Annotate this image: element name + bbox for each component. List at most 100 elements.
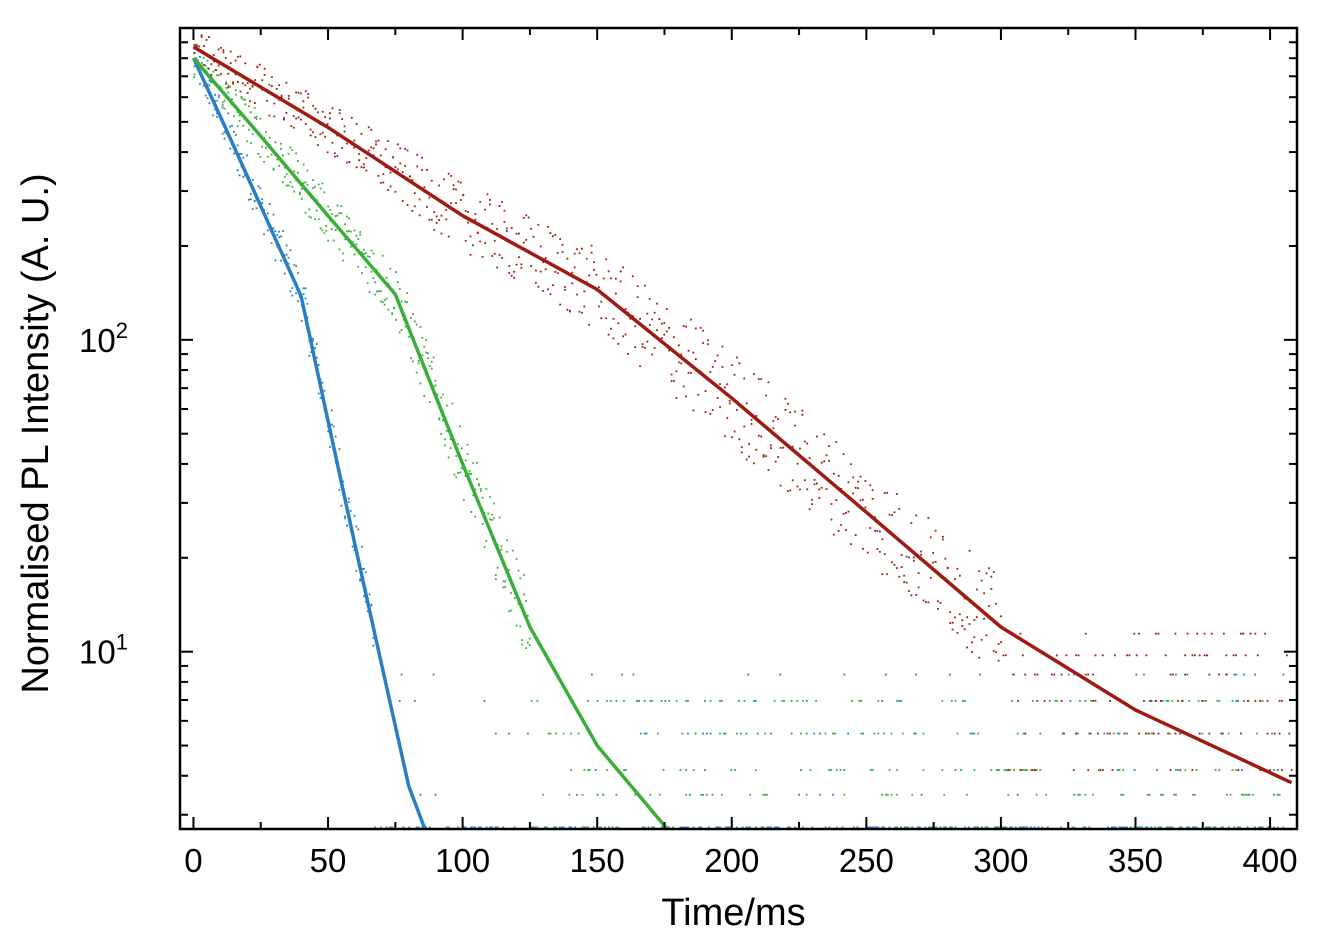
scatter-point [1024, 826, 1027, 829]
scatter-point [1118, 769, 1121, 771]
scatter-point [828, 445, 830, 447]
scatter-point [479, 826, 482, 829]
scatter-point [1165, 699, 1168, 702]
scatter-point [587, 826, 590, 829]
scatter-point [664, 699, 667, 702]
scatter-point [973, 636, 976, 639]
scatter-point [349, 245, 352, 248]
scatter-point [1225, 654, 1228, 657]
scatter-point [571, 282, 574, 285]
scatter-point [278, 164, 281, 167]
scatter-point [755, 414, 758, 417]
scatter-point [455, 455, 458, 458]
scatter-point [670, 373, 673, 376]
scatter-point [585, 826, 588, 829]
scatter-point [842, 512, 845, 515]
scatter-point [212, 54, 215, 56]
scatter-point [893, 564, 896, 566]
scatter-point [949, 611, 952, 614]
scatter-point [433, 228, 436, 231]
scatter-point [798, 793, 801, 796]
scatter-point [312, 187, 314, 189]
scatter-point [1062, 732, 1064, 735]
scatter-point [493, 517, 495, 520]
scatter-point [769, 447, 772, 450]
scatter-point [530, 227, 532, 230]
scatter-point [469, 253, 472, 256]
scatter-point [813, 732, 816, 735]
scatter-point [805, 699, 808, 702]
scatter-point [355, 166, 358, 169]
scatter-point [496, 266, 499, 269]
scatter-point [681, 732, 684, 735]
scatter-point [287, 97, 290, 100]
scatter-point [636, 699, 639, 702]
scatter-point [547, 226, 549, 228]
scatter-point [745, 458, 748, 461]
scatter-point [723, 435, 726, 438]
scatter-point [334, 435, 337, 438]
scatter-point [688, 793, 691, 796]
scatter-point [331, 141, 334, 144]
scatter-point [971, 732, 974, 735]
scatter-point [781, 699, 784, 702]
scatter-point [997, 826, 1000, 829]
scatter-point [1118, 826, 1121, 829]
scatter-point [973, 732, 976, 735]
scatter-point [757, 378, 760, 380]
scatter-point [561, 243, 564, 246]
scatter-point [867, 826, 870, 829]
scatter-point [662, 769, 665, 771]
scatter-point [1235, 699, 1238, 702]
scatter-point [1281, 769, 1283, 771]
scatter-point [489, 826, 492, 829]
scatter-point [748, 443, 750, 446]
scatter-point [920, 793, 923, 796]
scatter-point [445, 404, 448, 407]
scatter-point [900, 553, 903, 556]
scatter-point [242, 98, 245, 101]
scatter-point [1174, 632, 1177, 635]
scatter-point [472, 494, 475, 497]
scatter-point [379, 826, 382, 829]
scatter-point [1122, 769, 1125, 771]
scatter-point [544, 257, 547, 259]
scatter-point [343, 125, 346, 128]
scatter-point [1233, 826, 1236, 829]
scatter-point [1259, 826, 1262, 829]
scatter-point [530, 699, 533, 702]
scatter-point [590, 244, 593, 247]
scatter-point [639, 732, 642, 735]
scatter-point [1180, 826, 1183, 829]
scatter-point [515, 558, 518, 560]
scatter-point [765, 455, 767, 457]
scatter-point [493, 252, 496, 255]
scatter-point [222, 49, 225, 52]
scatter-point [1256, 654, 1259, 657]
scatter-point [1241, 769, 1243, 771]
scatter-point [849, 543, 852, 546]
scatter-point [790, 699, 793, 702]
scatter-point [1009, 769, 1012, 771]
scatter-point [297, 300, 299, 303]
scatter-point [1254, 826, 1257, 829]
scatter-point [382, 173, 385, 176]
scatter-point [786, 826, 789, 829]
scatter-point [830, 518, 833, 521]
scatter-point [1075, 654, 1078, 657]
scatter-point [534, 826, 537, 829]
scatter-point [391, 826, 394, 829]
scatter-point [1031, 769, 1034, 771]
scatter-point [413, 205, 416, 208]
scatter-point [455, 202, 457, 204]
scatter-point [508, 272, 511, 274]
scatter-point [240, 95, 243, 98]
scatter-point [745, 826, 748, 829]
scatter-point [639, 365, 641, 368]
scatter-point [932, 561, 935, 564]
scatter-point [709, 699, 712, 702]
scatter-point [875, 826, 878, 829]
scatter-point [905, 555, 908, 558]
scatter-point [779, 673, 782, 676]
scatter-point [293, 170, 296, 173]
